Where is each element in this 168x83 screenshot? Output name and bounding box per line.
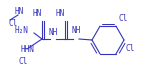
Text: Cl: Cl	[125, 43, 134, 53]
Text: HN: HN	[32, 8, 42, 18]
Text: Cl: Cl	[118, 14, 127, 23]
Text: HN: HN	[14, 6, 23, 16]
Text: NH: NH	[48, 27, 58, 37]
Text: HN: HN	[55, 8, 65, 18]
Text: NH: NH	[71, 25, 81, 35]
Text: H₂N: H₂N	[14, 25, 28, 35]
Text: Cl: Cl	[8, 19, 17, 27]
Text: Cl: Cl	[18, 57, 27, 65]
Text: HHN: HHN	[20, 44, 34, 54]
